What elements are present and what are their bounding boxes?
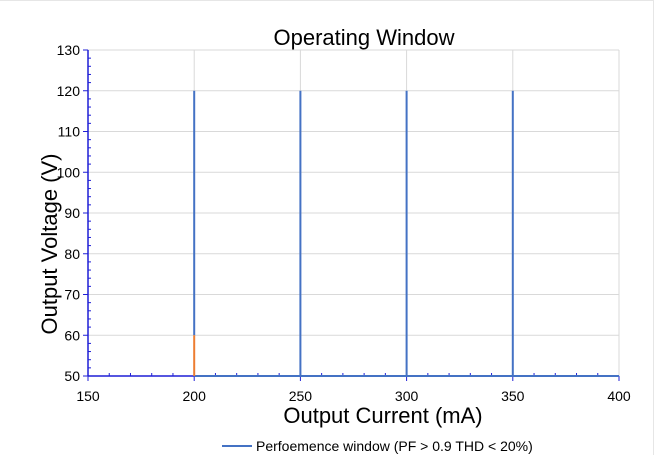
legend-label: Perfoemence window (PF > 0.9 THD < 20%) <box>256 438 533 454</box>
y-axis-title: Output Voltage (V) <box>37 154 62 335</box>
y-tick-label: 100 <box>57 164 81 180</box>
y-tick-label: 50 <box>64 368 80 384</box>
y-tick-label: 60 <box>64 327 80 343</box>
axes <box>83 49 620 381</box>
y-tick-label: 80 <box>64 246 80 262</box>
legend: Perfoemence window (PF > 0.9 THD < 20%) <box>222 438 533 454</box>
x-tick-label: 150 <box>76 388 100 404</box>
x-axis-title: Output Current (mA) <box>283 403 482 428</box>
y-tick-label: 110 <box>58 124 81 140</box>
y-tick-label: 70 <box>64 287 80 303</box>
y-tick-label: 90 <box>64 205 80 221</box>
chart-title: Operating Window <box>274 25 455 50</box>
x-tick-label: 300 <box>395 388 419 404</box>
y-tick-label: 130 <box>57 42 81 58</box>
tick-labels: 50 60 70 80 90 100 110 120 130 150 200 250 300 350 400 <box>57 42 631 404</box>
series <box>193 90 619 377</box>
x-tick-label: 250 <box>289 388 313 404</box>
y-tick-label: 120 <box>57 83 81 99</box>
x-tick-label: 400 <box>607 388 631 404</box>
x-tick-label: 200 <box>183 388 207 404</box>
grid-lines <box>88 49 620 376</box>
x-tick-label: 350 <box>501 388 525 404</box>
